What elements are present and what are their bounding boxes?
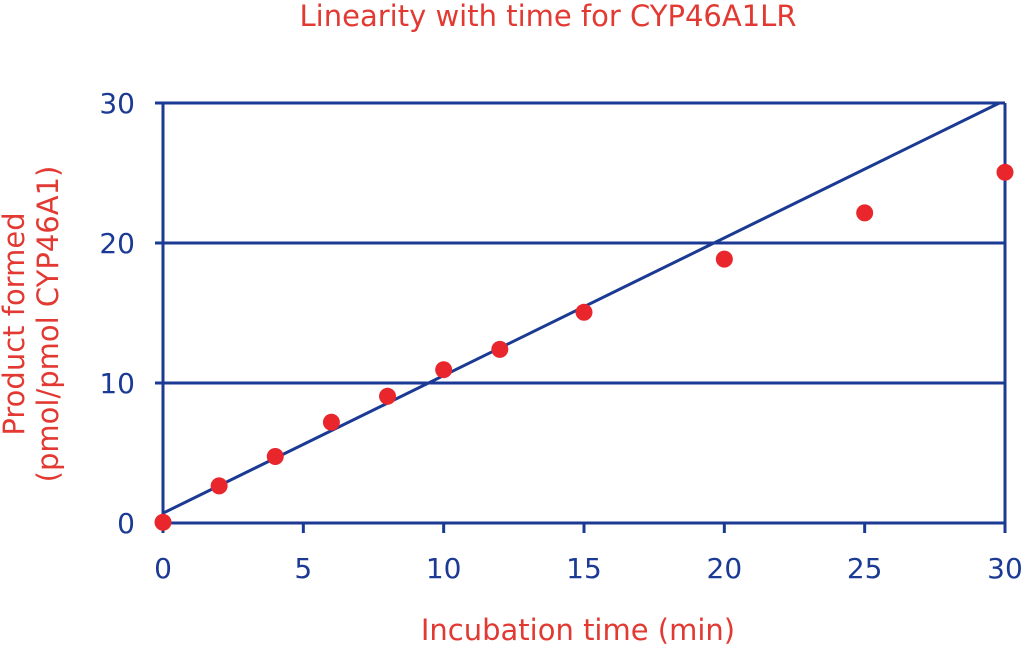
x-tick-label-10: 10 (426, 552, 462, 585)
x-tick-label-25: 25 (847, 552, 883, 585)
x-tick-label-20: 20 (707, 552, 743, 585)
y-tick-label-0: 0 (117, 507, 135, 540)
y-tick-label-10: 10 (99, 367, 135, 400)
data-point-10 (996, 163, 1014, 181)
data-point-4 (379, 387, 397, 405)
x-tick-label-0: 0 (154, 552, 172, 585)
y-axis-title: Product formed (pmol/pmol CYP46A1) (0, 166, 65, 483)
x-axis-title: Incubation time (min) (421, 613, 735, 647)
y-axis-title-line2: (pmol/pmol CYP46A1) (31, 166, 65, 483)
x-tick-label-15: 15 (566, 552, 602, 585)
data-point-8 (715, 250, 733, 268)
chart-title: Linearity with time for CYP46A1LR (300, 0, 797, 33)
data-point-1 (210, 477, 228, 495)
data-point-7 (575, 303, 593, 321)
data-point-6 (491, 340, 509, 358)
data-point-5 (435, 361, 453, 379)
x-tick-label-30: 30 (987, 552, 1023, 585)
y-tick-label-30: 30 (99, 87, 135, 120)
data-point-9 (856, 204, 874, 222)
y-tick-label-20: 20 (99, 227, 135, 260)
y-axis-title-line1: Product formed (0, 212, 31, 435)
data-point-3 (322, 413, 340, 431)
data-point-0 (154, 513, 172, 531)
grid-lines (155, 101, 1005, 385)
x-tick-label-5: 5 (294, 552, 312, 585)
x-tick-labels: 0 5 10 15 20 25 30 (154, 552, 1023, 585)
data-points (154, 163, 1014, 531)
y-tick-labels: 0 10 20 30 (99, 87, 135, 540)
data-point-2 (266, 448, 284, 465)
